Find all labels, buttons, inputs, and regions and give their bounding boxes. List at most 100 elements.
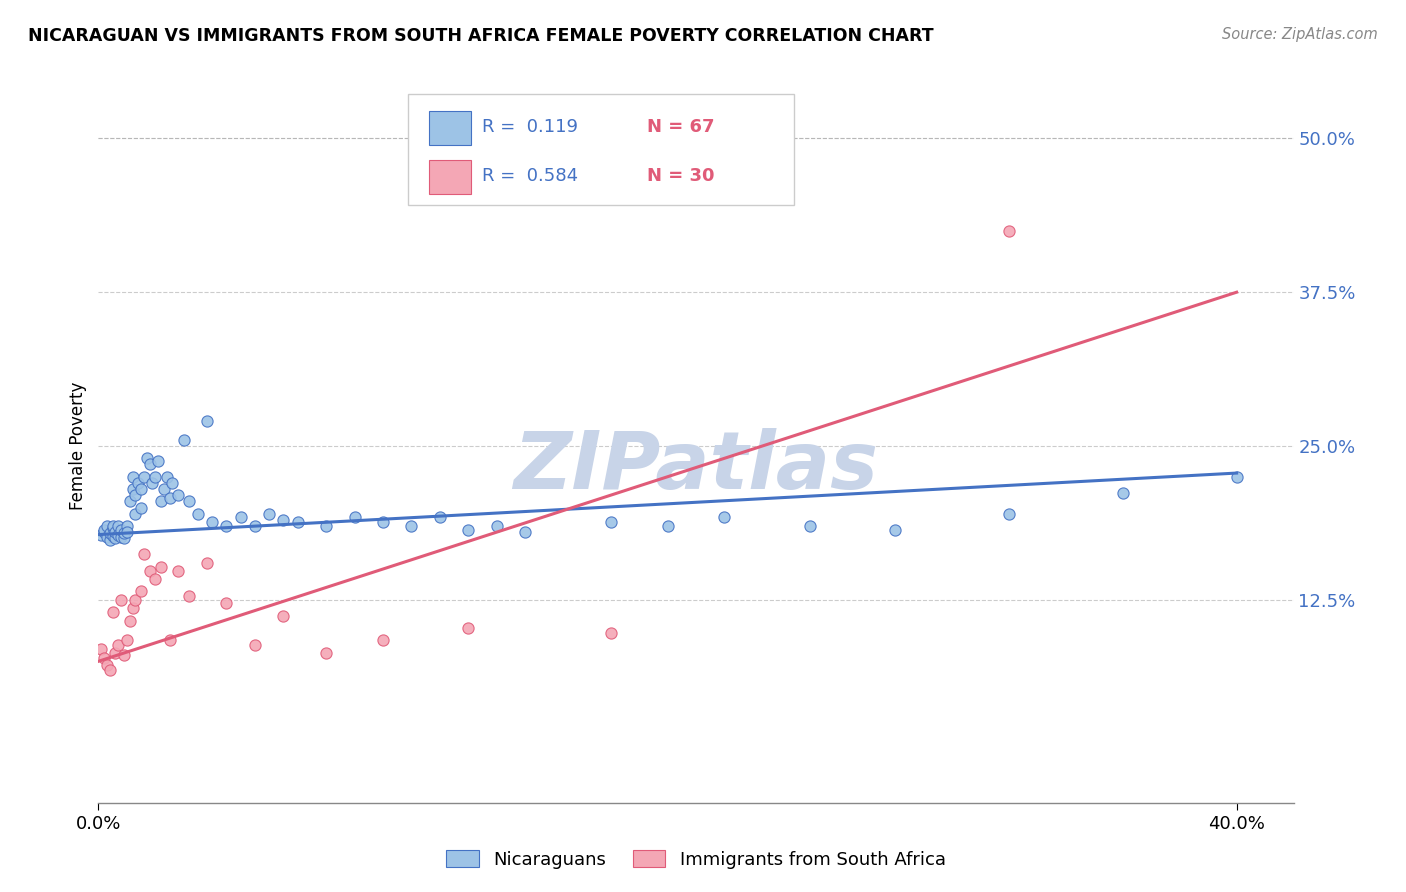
Point <box>118 494 141 508</box>
Point <box>124 488 146 502</box>
Point <box>657 519 679 533</box>
Point <box>229 510 252 524</box>
Point <box>112 526 135 541</box>
Point <box>115 633 138 648</box>
Point <box>93 525 115 540</box>
Point <box>112 648 135 662</box>
Point <box>96 519 118 533</box>
Point <box>110 592 132 607</box>
Point <box>121 482 143 496</box>
Point <box>124 592 146 607</box>
Point <box>167 488 190 502</box>
Point <box>107 527 129 541</box>
Point <box>173 433 195 447</box>
Point <box>121 601 143 615</box>
Point <box>143 469 166 483</box>
Point <box>215 519 238 533</box>
Point <box>98 663 121 677</box>
Point <box>118 614 141 628</box>
Point <box>599 516 621 530</box>
Point <box>98 533 121 547</box>
Point <box>156 469 179 483</box>
Point <box>148 454 170 468</box>
Point <box>135 451 157 466</box>
Point <box>599 626 621 640</box>
Text: R =  0.119: R = 0.119 <box>482 118 578 136</box>
Point <box>799 519 821 533</box>
Point <box>107 519 129 533</box>
Point <box>90 527 112 541</box>
Point <box>429 510 451 524</box>
Point <box>93 650 115 665</box>
Point <box>132 469 155 483</box>
Point <box>115 519 138 533</box>
Point <box>998 507 1021 521</box>
Point <box>713 510 735 524</box>
Point <box>110 530 132 544</box>
Point <box>273 513 295 527</box>
Point <box>998 224 1021 238</box>
Point <box>485 519 508 533</box>
Point <box>104 646 127 660</box>
Point <box>371 633 394 648</box>
Text: R =  0.584: R = 0.584 <box>482 168 578 186</box>
Point <box>127 475 149 490</box>
Point <box>101 529 124 543</box>
Point <box>315 519 337 533</box>
Point <box>243 638 266 652</box>
Point <box>129 500 152 515</box>
Point <box>153 482 176 496</box>
Point <box>150 559 173 574</box>
Point <box>162 475 184 490</box>
Point <box>167 565 190 579</box>
Point <box>257 507 280 521</box>
Point <box>457 523 479 537</box>
Point <box>141 475 163 490</box>
Point <box>195 556 218 570</box>
Point <box>215 597 238 611</box>
Point <box>1226 469 1249 483</box>
Point <box>201 516 224 530</box>
Text: N = 30: N = 30 <box>647 168 714 186</box>
Point <box>315 646 337 660</box>
Point <box>104 531 127 545</box>
Point <box>104 525 127 540</box>
Point <box>98 526 121 541</box>
Text: Source: ZipAtlas.com: Source: ZipAtlas.com <box>1222 27 1378 42</box>
Text: N = 67: N = 67 <box>647 118 714 136</box>
Point <box>96 530 118 544</box>
Point <box>115 525 138 540</box>
Y-axis label: Female Poverty: Female Poverty <box>69 382 87 510</box>
Legend: Nicaraguans, Immigrants from South Africa: Nicaraguans, Immigrants from South Afric… <box>439 843 953 876</box>
Point <box>1112 485 1135 500</box>
Point <box>96 658 118 673</box>
Point <box>129 584 152 599</box>
Point <box>243 519 266 533</box>
Point <box>159 633 181 648</box>
Point <box>401 519 423 533</box>
Point <box>101 605 124 619</box>
Point <box>124 507 146 521</box>
Point <box>138 458 160 472</box>
Point <box>129 482 152 496</box>
Point <box>107 638 129 652</box>
Point <box>132 547 155 561</box>
Point <box>273 608 295 623</box>
Point <box>138 565 160 579</box>
Point <box>150 494 173 508</box>
Text: ZIPatlas: ZIPatlas <box>513 428 879 507</box>
Point <box>159 491 181 505</box>
Point <box>287 516 309 530</box>
Point <box>101 521 124 535</box>
Point <box>90 642 112 657</box>
Point <box>121 469 143 483</box>
Point <box>371 516 394 530</box>
Point <box>101 519 124 533</box>
Point <box>457 621 479 635</box>
Point <box>884 523 907 537</box>
Point <box>343 510 366 524</box>
Point <box>515 525 537 540</box>
Point <box>179 589 201 603</box>
Text: NICARAGUAN VS IMMIGRANTS FROM SOUTH AFRICA FEMALE POVERTY CORRELATION CHART: NICARAGUAN VS IMMIGRANTS FROM SOUTH AFRI… <box>28 27 934 45</box>
Point <box>112 531 135 545</box>
